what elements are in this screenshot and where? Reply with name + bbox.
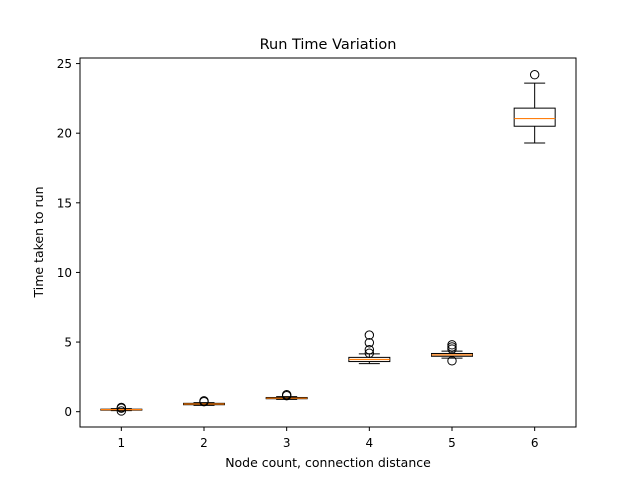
iqr-box [513,107,556,127]
outlier-point [281,389,292,400]
outlier-point [447,340,457,350]
outlier-point [116,402,127,413]
y-tick-label: 15 [57,196,72,210]
box-group-1 [100,402,143,416]
y-tick-label: 0 [64,405,72,419]
chart-title: Run Time Variation [260,37,397,53]
box-group-2 [183,396,225,407]
outlier-point [529,70,540,80]
y-axis-label: Time taken to run [31,186,46,298]
plot-frame [79,57,577,428]
outlier-point [364,348,375,358]
x-tick-label: 4 [366,436,374,450]
box-group-4 [348,330,391,365]
x-tick-label: 3 [283,436,291,450]
y-tick-label: 25 [57,57,72,71]
outlier-point [199,396,209,406]
y-tick-label: 20 [57,127,72,141]
x-tick-label: 6 [531,436,539,450]
outlier-point [364,338,375,348]
plot-area [100,70,556,416]
y-tick-label: 5 [64,336,72,350]
outlier-point [447,356,457,366]
outlier-point [364,330,375,340]
outlier-point [364,345,375,355]
y-tick-label: 10 [57,266,72,280]
box-group-5 [431,340,473,366]
outlier-point [116,406,127,416]
box-group-3 [265,389,308,401]
x-axis: 1 2 3 4 5 6 [118,427,539,450]
x-tick-label: 1 [118,436,126,450]
x-axis-label: Node count, connection distance [225,455,431,470]
x-tick-label: 5 [448,436,456,450]
x-tick-label: 2 [200,436,208,450]
y-axis: 0 5 10 15 20 25 [57,57,80,419]
box-group-6 [513,70,556,144]
